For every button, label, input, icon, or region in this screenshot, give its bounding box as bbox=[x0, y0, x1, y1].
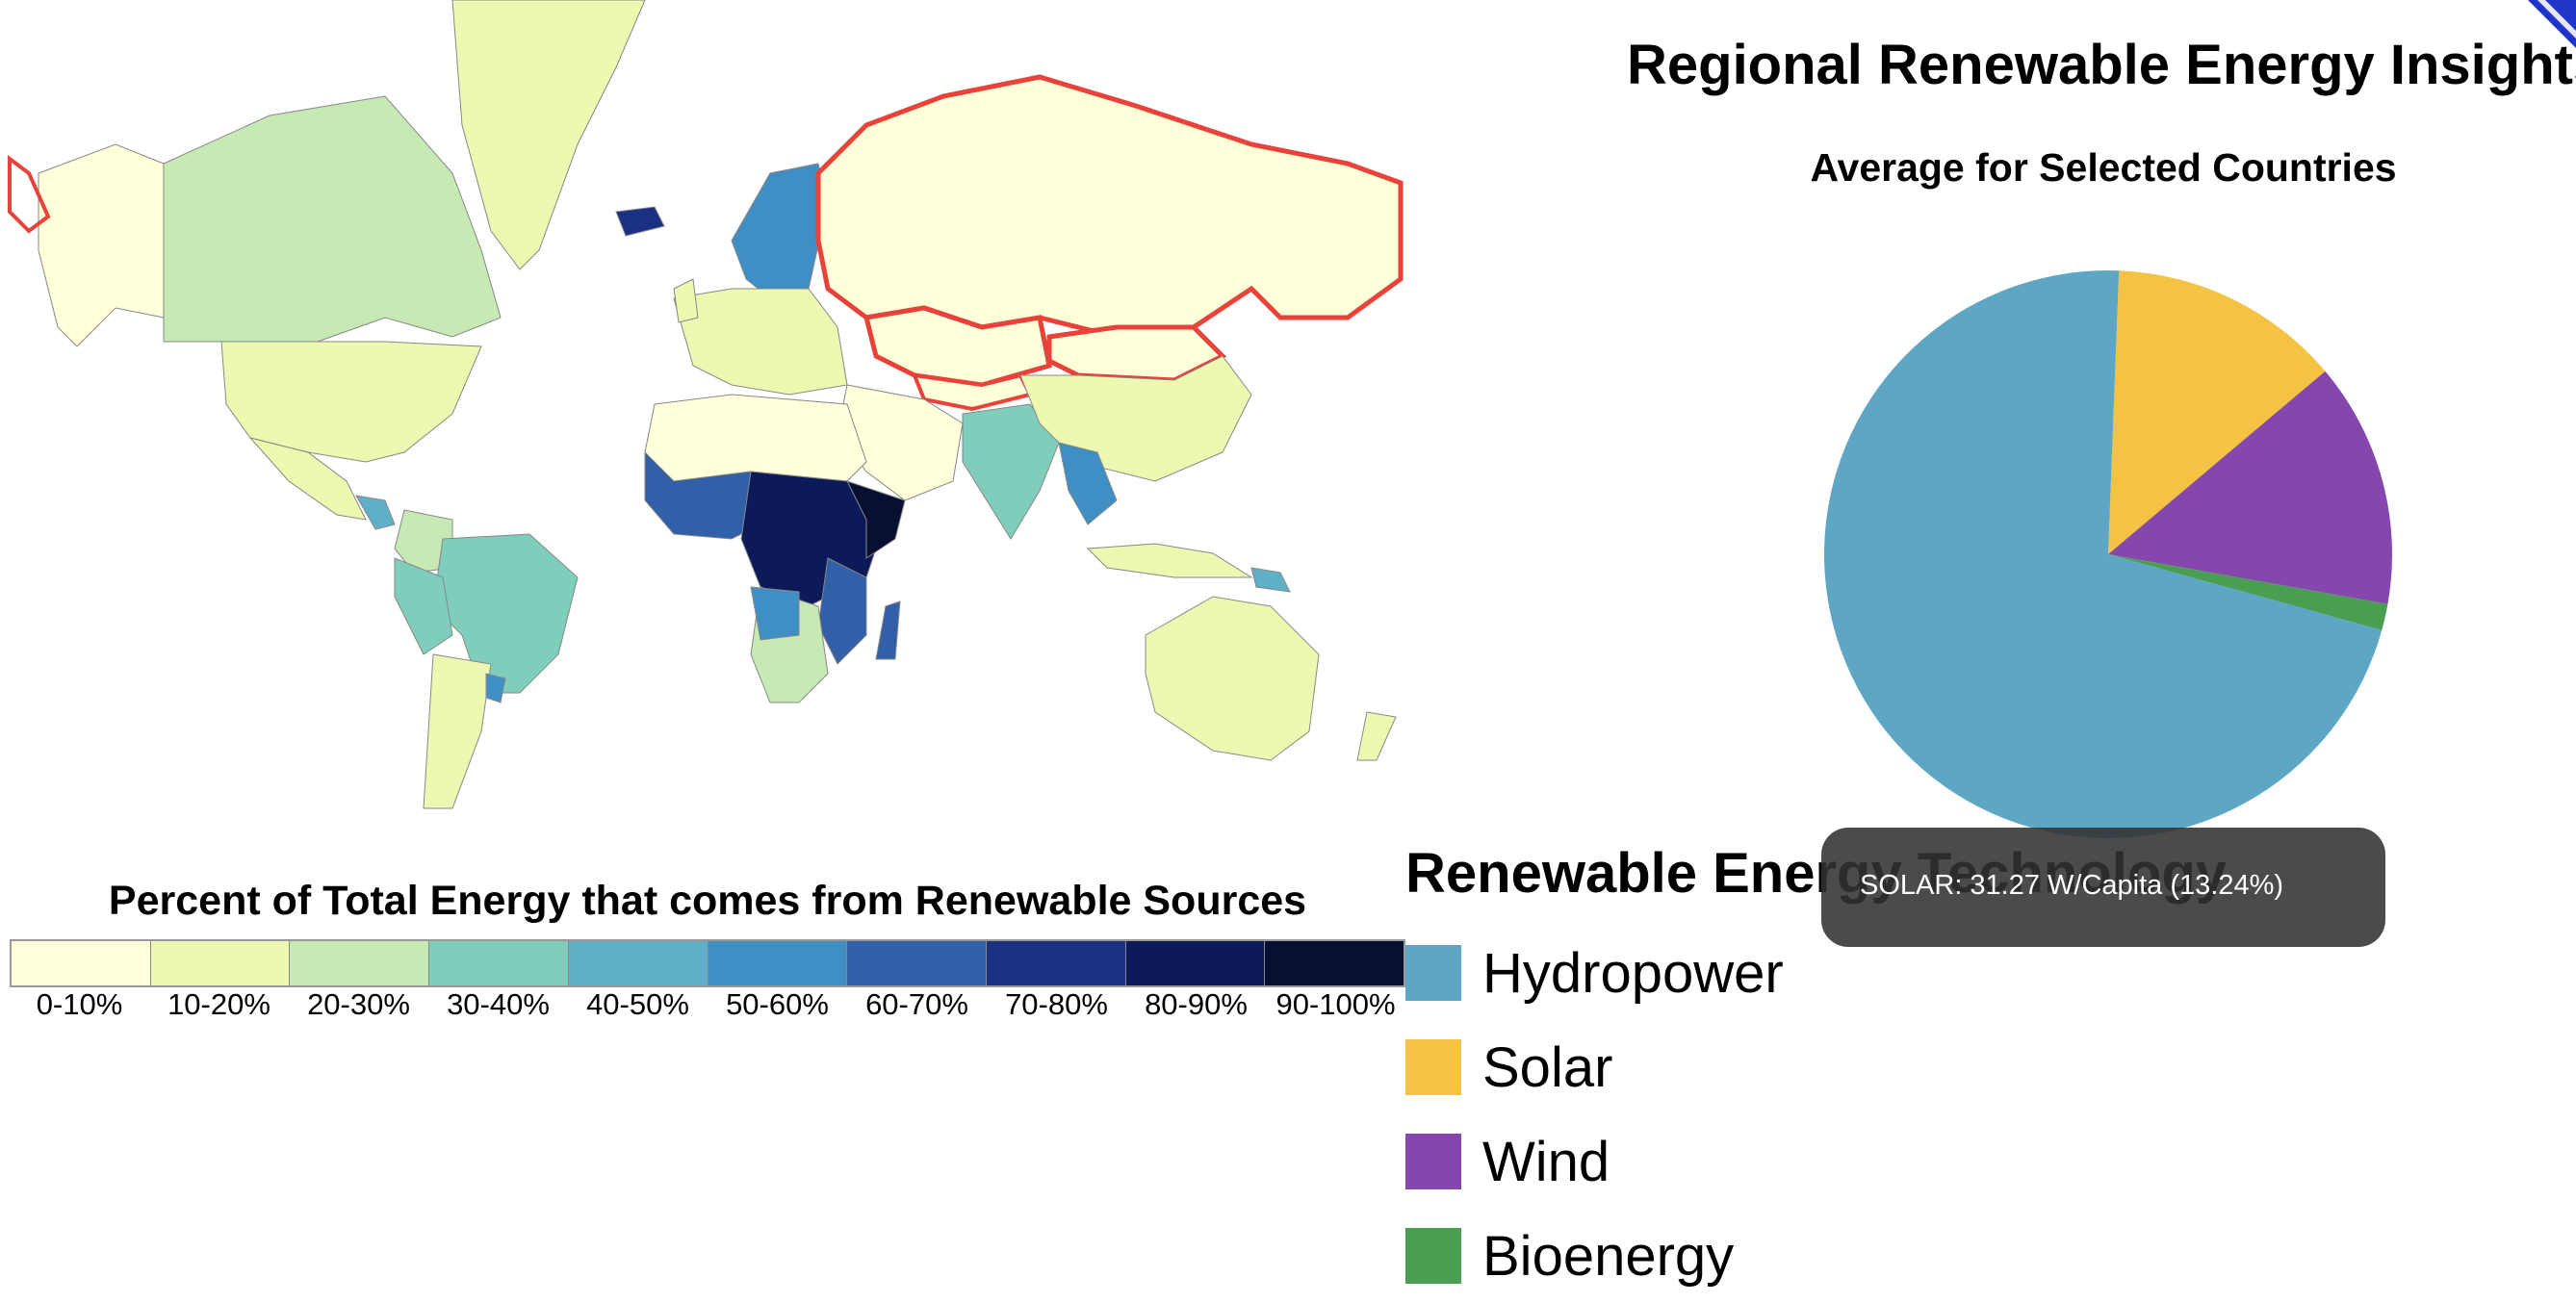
map-region-europe-west[interactable] bbox=[673, 288, 848, 396]
tech-legend-item-hydropower[interactable]: Hydropower bbox=[1405, 926, 1784, 1020]
tech-legend-item-bioenergy[interactable]: Bioenergy bbox=[1405, 1209, 1784, 1303]
map-legend-label-2: 20-30% bbox=[307, 987, 410, 1021]
map-legend-swatch-2 bbox=[290, 941, 430, 985]
pie-slice-wind[interactable] bbox=[2108, 370, 2392, 604]
tech-legend-item-wind[interactable]: Wind bbox=[1405, 1114, 1784, 1209]
map-region-peru[interactable] bbox=[394, 557, 453, 655]
map-region-central-america[interactable] bbox=[355, 495, 396, 530]
map-region-scandinavia[interactable] bbox=[731, 163, 829, 299]
map-region-iceland[interactable] bbox=[615, 206, 665, 237]
corner-ribbon-icon[interactable] bbox=[2499, 0, 2576, 58]
map-region-uk[interactable] bbox=[673, 278, 699, 323]
map-legend-title: Percent of Total Energy that comes from … bbox=[108, 878, 1307, 924]
tech-legend-label: Bioenergy bbox=[1482, 1224, 1735, 1288]
map-region-colombia[interactable] bbox=[394, 509, 453, 574]
map-region-southeast-asia[interactable] bbox=[1058, 442, 1118, 525]
tech-legend: Hydropower Solar Wind Bioenergy bbox=[1405, 926, 1784, 1303]
tech-legend-swatch bbox=[1405, 945, 1461, 1001]
map-region-australia[interactable] bbox=[1145, 596, 1320, 761]
map-region-madagascar[interactable] bbox=[875, 600, 901, 660]
tech-legend-swatch bbox=[1405, 1134, 1461, 1189]
map-legend-swatch-9 bbox=[1265, 941, 1404, 985]
map-region-kazakhstan[interactable] bbox=[863, 305, 1052, 388]
map-legend-label-0: 0-10% bbox=[36, 987, 123, 1021]
tech-legend-item-solar[interactable]: Solar bbox=[1405, 1020, 1784, 1114]
map-region-north-africa[interactable] bbox=[644, 394, 867, 482]
map-legend-label-5: 50-60% bbox=[726, 987, 829, 1021]
map-legend-swatch-8 bbox=[1125, 941, 1266, 985]
tech-legend-swatch bbox=[1405, 1039, 1461, 1095]
pie-chart-title: Average for Selected Countries bbox=[1810, 145, 2397, 190]
map-region-new-zealand[interactable] bbox=[1356, 711, 1397, 761]
tech-legend-label: Wind bbox=[1482, 1130, 1610, 1193]
map-legend-swatch-7 bbox=[986, 941, 1126, 985]
pie-slice-hydropower[interactable] bbox=[1824, 270, 2383, 839]
map-legend-swatch-3 bbox=[429, 941, 569, 985]
map-legend-swatch-1 bbox=[150, 941, 291, 985]
map-scale-labels: 0-10% 10-20% 20-30% 30-40% 40-50% 50-60% 60-70… bbox=[10, 987, 1405, 1022]
map-region-canada[interactable] bbox=[163, 95, 502, 343]
map-region-angola[interactable] bbox=[750, 586, 800, 641]
map-legend-label-7: 70-80% bbox=[1005, 987, 1108, 1021]
map-region-alaska-highlight[interactable] bbox=[8, 155, 51, 234]
map-region-new-guinea[interactable] bbox=[1250, 567, 1291, 593]
map-region-uruguay[interactable] bbox=[485, 673, 506, 703]
map-region-argentina[interactable] bbox=[423, 653, 492, 809]
map-legend-swatch-6 bbox=[847, 941, 987, 985]
map-legend-label-3: 30-40% bbox=[447, 987, 550, 1021]
map-legend-swatch-5 bbox=[708, 941, 848, 985]
map-color-scale bbox=[10, 939, 1405, 987]
pie-slice-bioenergy[interactable] bbox=[2108, 554, 2388, 630]
pie-tooltip: SOLAR: 31.27 W/Capita (13.24%) bbox=[1821, 828, 2385, 947]
map-legend-label-4: 40-50% bbox=[586, 987, 689, 1021]
map-region-indonesia[interactable] bbox=[1086, 543, 1253, 578]
map-region-russia[interactable] bbox=[815, 74, 1404, 340]
map-legend-swatch-0 bbox=[12, 941, 151, 985]
map-region-horn-of-africa[interactable] bbox=[846, 480, 906, 559]
tech-legend-label: Hydropower bbox=[1482, 941, 1784, 1005]
pie-slice-solar[interactable] bbox=[2108, 270, 2326, 554]
tech-legend-swatch bbox=[1405, 1228, 1461, 1284]
pie-chart[interactable] bbox=[1810, 256, 2407, 853]
map-region-usa[interactable] bbox=[220, 341, 482, 463]
page-title: Regional Renewable Energy Insights bbox=[1627, 34, 2576, 96]
map-region-greenland[interactable] bbox=[451, 0, 646, 270]
map-legend-label-6: 60-70% bbox=[865, 987, 968, 1021]
map-legend-swatch-4 bbox=[568, 941, 708, 985]
world-choropleth-map[interactable] bbox=[0, 0, 1405, 828]
tech-legend-label: Solar bbox=[1482, 1035, 1613, 1099]
map-legend-label-8: 80-90% bbox=[1145, 987, 1248, 1021]
map-region-mexico[interactable] bbox=[248, 437, 367, 521]
map-legend-label-9: 90-100% bbox=[1275, 987, 1396, 1021]
map-legend-label-1: 10-20% bbox=[167, 987, 270, 1021]
map-region-alaska[interactable] bbox=[38, 143, 165, 347]
map-region-east-africa[interactable] bbox=[817, 557, 867, 665]
